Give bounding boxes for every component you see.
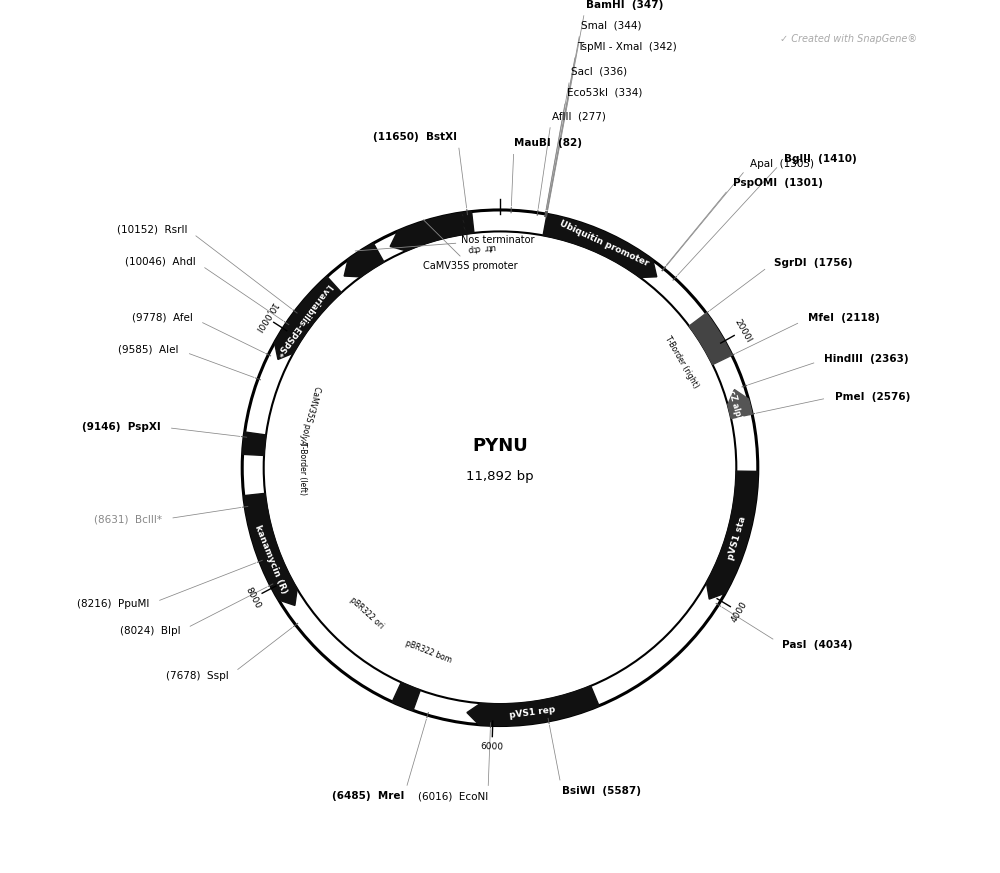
Text: kanamycin (R): kanamycin (R)	[253, 524, 288, 595]
Text: LacZ alpha: LacZ alpha	[724, 380, 745, 428]
Text: ApaI  (1305): ApaI (1305)	[750, 159, 814, 169]
Text: 8000: 8000	[244, 586, 262, 610]
Polygon shape	[244, 493, 268, 518]
Text: (8631)  BclII*: (8631) BclII*	[94, 514, 162, 525]
Text: (11650)  BstXI: (11650) BstXI	[373, 132, 457, 142]
Text: ctp: ctp	[466, 244, 480, 254]
Text: CaMV35S promoter: CaMV35S promoter	[423, 220, 517, 271]
Text: 4000: 4000	[729, 600, 749, 624]
Polygon shape	[390, 213, 465, 251]
Text: 2000l: 2000l	[733, 317, 753, 344]
Text: SgrDI  (1756): SgrDI (1756)	[774, 258, 852, 268]
Text: BglII  (1410): BglII (1410)	[784, 155, 857, 164]
Polygon shape	[246, 507, 297, 606]
Text: SmaI  (344): SmaI (344)	[581, 21, 642, 31]
Polygon shape	[242, 210, 758, 725]
Text: pVS1 rep: pVS1 rep	[509, 705, 556, 720]
Text: MauBI  (82): MauBI (82)	[514, 138, 582, 148]
Text: MfeI  (2118): MfeI (2118)	[808, 313, 879, 324]
Text: ✓ Created with SnapGene®: ✓ Created with SnapGene®	[780, 34, 917, 44]
Text: T-Border (left): T-Border (left)	[298, 442, 307, 495]
Text: PmeI  (2576): PmeI (2576)	[835, 391, 910, 402]
Polygon shape	[543, 214, 657, 278]
Text: BamHI  (347): BamHI (347)	[586, 0, 663, 10]
Text: (10152)  RsrII: (10152) RsrII	[117, 224, 187, 234]
Text: (9146)  PspXI: (9146) PspXI	[82, 422, 160, 432]
Text: pVS1 sta: pVS1 sta	[726, 515, 748, 560]
Polygon shape	[344, 244, 384, 277]
Text: AflII  (277): AflII (277)	[552, 112, 606, 121]
Text: (10046)  AhdI: (10046) AhdI	[125, 257, 196, 266]
Text: pBR322 ori: pBR322 ori	[348, 596, 385, 631]
Polygon shape	[467, 686, 599, 725]
Text: 6000: 6000	[480, 742, 504, 752]
Text: utr: utr	[483, 243, 496, 252]
Text: HindIII  (2363): HindIII (2363)	[824, 354, 909, 364]
Polygon shape	[689, 313, 732, 365]
Polygon shape	[243, 432, 266, 456]
Text: pBR322 bom: pBR322 bom	[404, 639, 453, 665]
Text: (7678)  SspI: (7678) SspI	[166, 671, 229, 681]
Text: BsiWI  (5587): BsiWI (5587)	[562, 786, 641, 796]
Polygon shape	[392, 683, 420, 711]
Text: PYNU: PYNU	[472, 437, 528, 455]
Text: PspOMI  (1301): PspOMI (1301)	[733, 178, 823, 189]
Text: (9778)  AfeI: (9778) AfeI	[132, 313, 193, 323]
Text: (6016)  EcoNI: (6016) EcoNI	[418, 792, 488, 801]
Text: Ubiquitin promoter: Ubiquitin promoter	[558, 219, 650, 268]
Text: 10,000l: 10,000l	[252, 300, 278, 333]
Text: CaMV35S polyA: CaMV35S polyA	[297, 386, 322, 446]
Text: (9585)  AleI: (9585) AleI	[118, 345, 179, 354]
Polygon shape	[275, 277, 341, 360]
Text: I.variabilis-EPSPS*: I.variabilis-EPSPS*	[272, 281, 333, 357]
Text: Nos terminator: Nos terminator	[355, 235, 535, 251]
Text: 11,892 bp: 11,892 bp	[466, 470, 534, 483]
Text: T-Border (right): T-Border (right)	[663, 334, 701, 389]
Text: (6485)  MreI: (6485) MreI	[332, 791, 404, 801]
Polygon shape	[706, 471, 758, 599]
Text: (8024)  BlpI: (8024) BlpI	[120, 626, 180, 636]
Text: TspMI - XmaI  (342): TspMI - XmaI (342)	[577, 42, 677, 52]
Text: Eco53kI  (334): Eco53kI (334)	[567, 88, 642, 98]
Text: SacI  (336): SacI (336)	[571, 67, 627, 77]
Polygon shape	[463, 211, 474, 234]
Text: PasI  (4034): PasI (4034)	[782, 640, 853, 650]
Text: (8216)  PpuMI: (8216) PpuMI	[77, 600, 149, 609]
Polygon shape	[728, 389, 752, 418]
